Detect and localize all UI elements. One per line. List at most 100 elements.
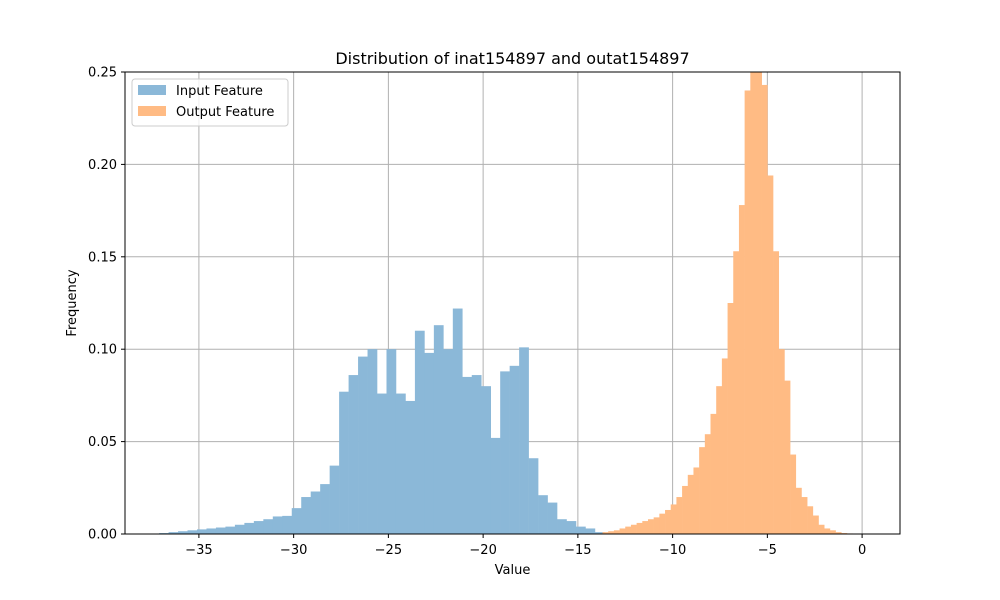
histogram-bar-input <box>329 465 340 534</box>
x-tick-label: −20 <box>469 543 496 558</box>
histogram-bar-input <box>244 522 255 534</box>
histogram-bar-input <box>594 532 605 534</box>
legend-swatch-input <box>138 85 166 95</box>
histogram-bar-input <box>566 521 577 534</box>
histogram-bar-output <box>716 386 723 534</box>
histogram-bar-output <box>761 84 768 534</box>
histogram-bar-output <box>790 454 797 534</box>
histogram-bar-output <box>778 349 785 534</box>
y-axis-title: Frequency <box>65 269 80 336</box>
histogram-bar-input <box>253 521 264 534</box>
histogram-bar-output <box>653 517 660 534</box>
histogram-bar-input <box>320 484 330 534</box>
histogram-bar-input <box>509 365 520 534</box>
histogram-bar-input <box>386 349 397 534</box>
legend-label-input: Input Feature <box>176 84 263 99</box>
histogram-bar-input <box>339 391 349 534</box>
histogram-bar-output <box>710 413 717 534</box>
histogram-bar-output <box>630 524 637 534</box>
legend-swatch-output <box>138 106 166 116</box>
histogram-bar-output <box>721 358 728 534</box>
histogram-bar-input <box>291 508 302 534</box>
histogram-bar-output <box>676 497 683 534</box>
histogram-bar-input <box>433 325 444 534</box>
histogram-bar-input <box>557 519 567 534</box>
histogram-bar-output <box>608 531 615 534</box>
histogram-bar-input <box>282 515 293 534</box>
histogram-bar-input <box>272 516 283 534</box>
histogram-bar-input <box>481 386 491 534</box>
histogram-bar-output <box>625 526 632 534</box>
histogram-bar-input <box>424 352 435 534</box>
histogram-bar-output <box>750 72 757 534</box>
y-tick-label: 0.00 <box>88 528 117 543</box>
histogram-bar-input <box>310 491 321 534</box>
y-tick-label: 0.25 <box>88 66 117 81</box>
histogram-bar-output <box>619 528 626 534</box>
histogram-bar-input <box>528 458 539 534</box>
plot-frame <box>124 71 901 535</box>
histogram-bar-output <box>699 447 706 534</box>
histogram-bar-input <box>367 349 378 534</box>
histogram-bar-output <box>670 504 677 534</box>
histogram-bar-input <box>395 393 406 534</box>
histogram-bar-output <box>801 497 808 534</box>
x-tick-label: −10 <box>659 543 686 558</box>
x-tick-label: 0 <box>858 543 866 558</box>
chart-title: Distribution of inat154897 and outat1548… <box>335 49 689 68</box>
histogram-bar-input <box>471 375 482 534</box>
histogram-bar-output <box>687 474 694 534</box>
histogram-bar-input <box>519 347 529 534</box>
legend-label-output: Output Feature <box>176 105 274 120</box>
histogram-bar-input <box>206 528 217 534</box>
histogram-bar-output <box>602 532 609 534</box>
histogram-bar-output <box>767 175 774 534</box>
histogram-bar-input <box>197 529 207 534</box>
histogram-bar-output <box>665 509 672 534</box>
histogram-bar-input <box>405 400 416 534</box>
histogram-bar-output <box>733 251 740 534</box>
histogram-bar-output <box>784 380 791 534</box>
y-tick-label: 0.15 <box>88 250 117 265</box>
x-tick-label: −5 <box>758 543 777 558</box>
histogram-bar-input <box>500 371 510 534</box>
histogram-bar-output <box>693 467 700 534</box>
histogram-bar-input <box>187 530 198 534</box>
histogram-bar-input <box>414 330 425 534</box>
histogram-bar-output <box>682 485 689 534</box>
histogram-bar-output <box>773 251 780 534</box>
histogram-bar-output <box>642 521 649 534</box>
histogram-bar-output <box>647 519 654 534</box>
histogram-bar-input <box>575 526 586 534</box>
bars <box>159 72 859 534</box>
histogram-bar-input <box>234 524 245 534</box>
histogram-bar-output <box>613 530 620 534</box>
histogram-bar-output <box>704 434 711 534</box>
histogram-bar-output <box>829 530 836 534</box>
x-tick-label: −30 <box>280 543 307 558</box>
histogram-bar-output <box>835 532 842 534</box>
histogram-bar-output <box>807 506 814 534</box>
histogram-bar-input <box>538 495 548 534</box>
histogram-bar-input <box>452 308 463 534</box>
histogram-bar-input <box>547 502 558 534</box>
x-tick-label: −25 <box>375 543 402 558</box>
y-tick-label: 0.10 <box>88 343 117 358</box>
histogram-bar-input <box>358 356 368 534</box>
histogram-bar-output <box>795 487 802 534</box>
ticks: −35 −30 −25 −20 −15 −10 −5 0 0.00 0.05 0.10 0.15 0.2… <box>88 66 866 559</box>
histogram-bar-output <box>818 524 825 534</box>
x-tick-label: −15 <box>564 543 591 558</box>
y-tick-label: 0.05 <box>88 435 117 450</box>
histogram-bar-input <box>168 532 179 534</box>
histogram-bar-output <box>659 513 666 534</box>
histogram-bar-input <box>263 519 274 534</box>
histogram-bar-output <box>636 522 643 534</box>
histogram-bar-output <box>755 72 762 534</box>
histogram-bar-input <box>377 393 387 534</box>
x-tick-label: −35 <box>185 543 212 558</box>
histogram-bar-input <box>462 376 473 534</box>
histogram-bar-output <box>727 303 734 534</box>
histogram-bar-input <box>348 375 359 534</box>
